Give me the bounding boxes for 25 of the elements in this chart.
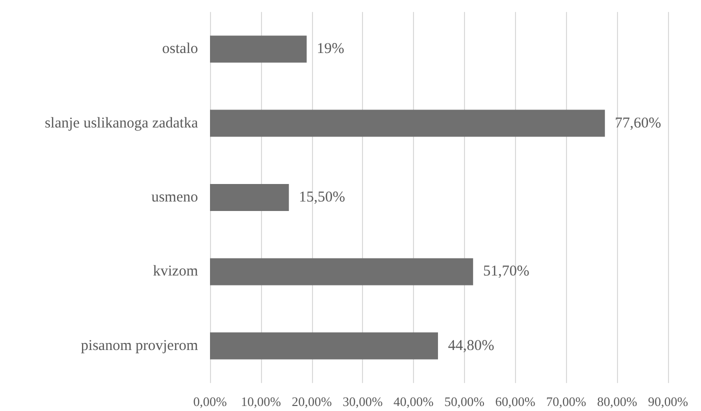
data-label: 15,50% xyxy=(298,190,346,206)
x-tick-label: 60,00% xyxy=(495,394,536,409)
y-tick-label: usmeno xyxy=(151,190,198,206)
x-tick-label: 90,00% xyxy=(648,394,688,409)
x-tick-label: 70,00% xyxy=(546,394,586,409)
x-tick-label: 30,00% xyxy=(342,394,383,409)
bar xyxy=(210,36,307,63)
y-tick-label: pisanom provjerom xyxy=(80,338,198,354)
y-tick-label: slanje uslikanoga zadatka xyxy=(44,115,198,132)
data-label: 77,60% xyxy=(614,115,662,132)
x-tick-label: 0,00% xyxy=(193,394,227,409)
x-tick-label: 80,00% xyxy=(597,394,638,409)
x-tick-label: 20,00% xyxy=(292,394,332,409)
data-label: 51,70% xyxy=(483,264,530,280)
y-tick-label: ostalo xyxy=(162,41,198,58)
bar xyxy=(210,258,474,286)
data-label: 19% xyxy=(316,41,344,58)
bar xyxy=(210,332,438,360)
x-tick-label: 10,00% xyxy=(240,394,282,409)
y-tick-label: kvizom xyxy=(153,264,198,280)
x-tick-label: 40,00% xyxy=(394,394,434,409)
x-tick-label: 50,00% xyxy=(444,394,485,409)
bar xyxy=(210,184,289,211)
data-label: 44,80% xyxy=(448,338,494,354)
bar xyxy=(210,110,605,137)
